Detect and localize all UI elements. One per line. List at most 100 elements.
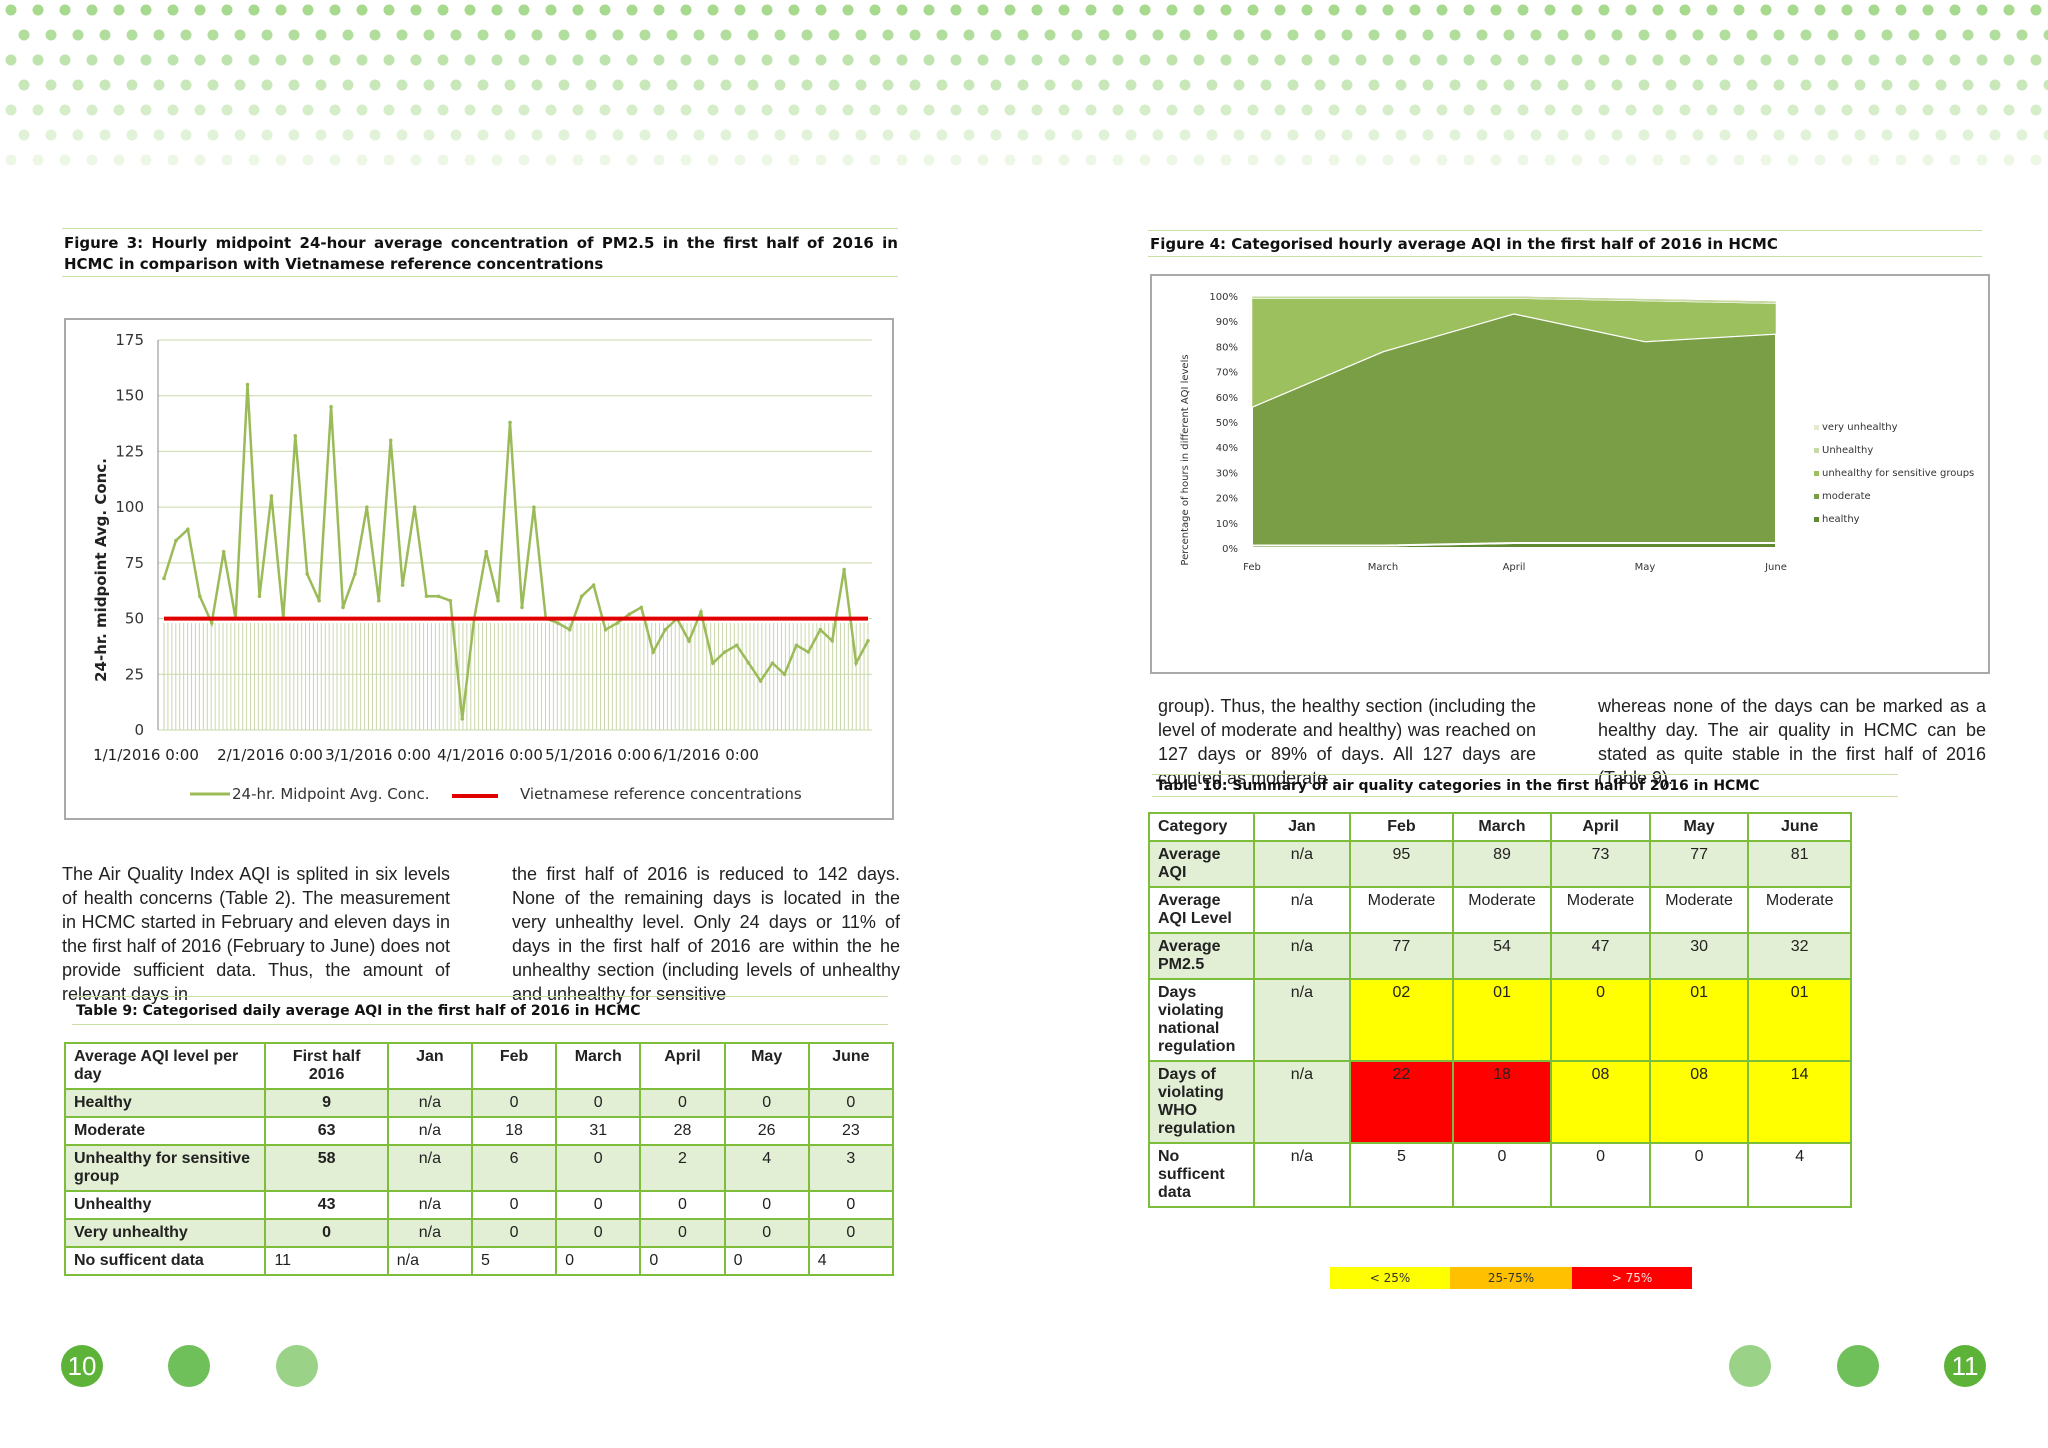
table-cell: 81 <box>1747 840 1852 888</box>
column-header: April <box>639 1042 726 1090</box>
table-row: Average AQI n/a 95 89 73 77 81 <box>1148 840 1852 888</box>
page-number: 11 <box>1951 1351 1979 1381</box>
aqi-area-chart: 0% 10% 20% 30% 40% 50% 60% 70% 80% 90% 100% Feb Marc… <box>1180 292 1974 573</box>
row-label: Unhealthy <box>63 1190 267 1220</box>
data-point <box>746 661 751 665</box>
table-cell: 32 <box>1747 932 1852 980</box>
data-point <box>639 605 644 610</box>
row-label: Average AQI <box>1148 840 1255 888</box>
data-point <box>293 434 298 438</box>
table-cell: 63 <box>264 1116 389 1146</box>
data-point <box>484 549 488 554</box>
data-point <box>162 576 166 581</box>
x-tick-label: June <box>1764 562 1787 573</box>
page-number-badge-right: 11 <box>1944 1345 1986 1387</box>
table-cell: n/a <box>1252 1142 1352 1208</box>
legend-label: moderate <box>1822 491 1871 502</box>
data-point <box>770 661 775 665</box>
row-label: No sufficent data <box>63 1246 267 1276</box>
area-very-unhealthy <box>1252 295 1777 302</box>
column-header: March <box>1451 812 1553 842</box>
data-point <box>711 661 715 665</box>
data-point <box>591 583 596 587</box>
x-tick-label: 5/1/2016 0:00 <box>545 746 651 764</box>
table-cell: 08 <box>1550 1060 1651 1144</box>
data-point <box>221 549 226 554</box>
row-label: Unhealthy for sensitive group <box>63 1144 267 1192</box>
table-cell: n/a <box>1252 932 1352 980</box>
x-tick-label: Feb <box>1243 562 1261 573</box>
row-label: Healthy <box>63 1088 267 1118</box>
table-cell: 0 <box>639 1088 726 1118</box>
caption-rule-top <box>62 228 898 229</box>
x-tick-label: 6/1/2016 0:00 <box>653 746 759 764</box>
table-cell: n/a <box>386 1190 473 1220</box>
data-point <box>257 594 262 599</box>
y-tick-label: 25 <box>125 665 144 683</box>
table9-rule-top <box>72 996 888 997</box>
data-point <box>567 627 572 632</box>
table-cell: 73 <box>1550 840 1651 888</box>
y-axis-label: 24-hr. midpoint Avg. Conc. <box>92 458 110 682</box>
legend-swatch <box>1814 425 1819 430</box>
row-label: Average PM2.5 <box>1148 932 1255 980</box>
y-tick-label: 100 <box>115 498 144 516</box>
data-point <box>758 679 763 683</box>
legend-label: very unhealthy <box>1822 422 1898 433</box>
table-cell: 2 <box>639 1144 726 1192</box>
table-cell: 43 <box>264 1190 389 1220</box>
data-point <box>734 643 739 648</box>
table-cell: 0 <box>555 1144 642 1192</box>
y-tick-label: 175 <box>115 331 144 349</box>
table10-rule-bottom <box>1152 796 1898 797</box>
table-cell: 0 <box>1451 1142 1553 1208</box>
table-cell: 4 <box>723 1144 810 1192</box>
table-cell: 11 <box>264 1246 389 1276</box>
table-cell: 0 <box>723 1218 810 1248</box>
table-cell: Moderate <box>1349 886 1454 934</box>
table-cell: 08 <box>1648 1060 1750 1144</box>
legend-swatch <box>1814 448 1819 453</box>
y-tick-label: 100% <box>1209 292 1238 303</box>
table-cell: 28 <box>639 1116 726 1146</box>
column-header: First half 2016 <box>264 1042 389 1090</box>
figure-4-chart-panel: 0% 10% 20% 30% 40% 50% 60% 70% 80% 90% 100% Feb Marc… <box>1150 274 1990 674</box>
table-cell: n/a <box>386 1246 473 1276</box>
table-9: Average AQI level per day First half 2016… <box>63 1042 895 1276</box>
column-header: Jan <box>1252 812 1352 842</box>
data-point <box>174 538 178 543</box>
table-9-caption: Table 9: Categorised daily average AQI i… <box>76 1003 641 1019</box>
table-cell: 01 <box>1747 978 1852 1062</box>
table-cell: 89 <box>1451 840 1553 888</box>
y-tick-label: 40% <box>1216 443 1238 454</box>
y-tick-label: 150 <box>115 387 144 405</box>
left-paragraph-col2: the first half of 2016 is reduced to 142… <box>512 864 900 1004</box>
table-row: No sufficent data 11 n/a 5 0 0 0 4 <box>63 1246 895 1276</box>
data-point <box>579 594 584 599</box>
data-point <box>209 621 214 625</box>
table-cell: 23 <box>807 1116 895 1146</box>
table-row: Moderate 63 n/a 18 31 28 26 23 <box>63 1116 895 1146</box>
data-point <box>317 598 321 603</box>
data-point <box>365 505 369 509</box>
table-cell: Moderate <box>1648 886 1750 934</box>
table-cell: 31 <box>555 1116 642 1146</box>
legend-series-1: 24-hr. Midpoint Avg. Conc. <box>232 785 429 803</box>
table-cell: 47 <box>1550 932 1651 980</box>
table9-rule-bottom <box>72 1024 888 1025</box>
table-cell: 0 <box>723 1190 810 1220</box>
table-cell: 22 <box>1349 1060 1454 1144</box>
data-point <box>424 594 429 599</box>
data-point <box>651 650 656 654</box>
legend-low: < 25% <box>1330 1267 1450 1289</box>
table-row: Unhealthy 43 n/a 0 0 0 0 0 <box>63 1190 895 1220</box>
table-cell: n/a <box>386 1144 473 1192</box>
legend-mid: 25-75% <box>1450 1267 1572 1289</box>
table-cell: 18 <box>470 1116 558 1146</box>
y-tick-label: 125 <box>115 442 144 460</box>
decorative-circle <box>1729 1345 1771 1387</box>
x-tick-label: April <box>1503 562 1526 573</box>
x-tick-label: 4/1/2016 0:00 <box>437 746 543 764</box>
column-header: Feb <box>1349 812 1454 842</box>
y-tick-label: 50% <box>1216 418 1238 429</box>
